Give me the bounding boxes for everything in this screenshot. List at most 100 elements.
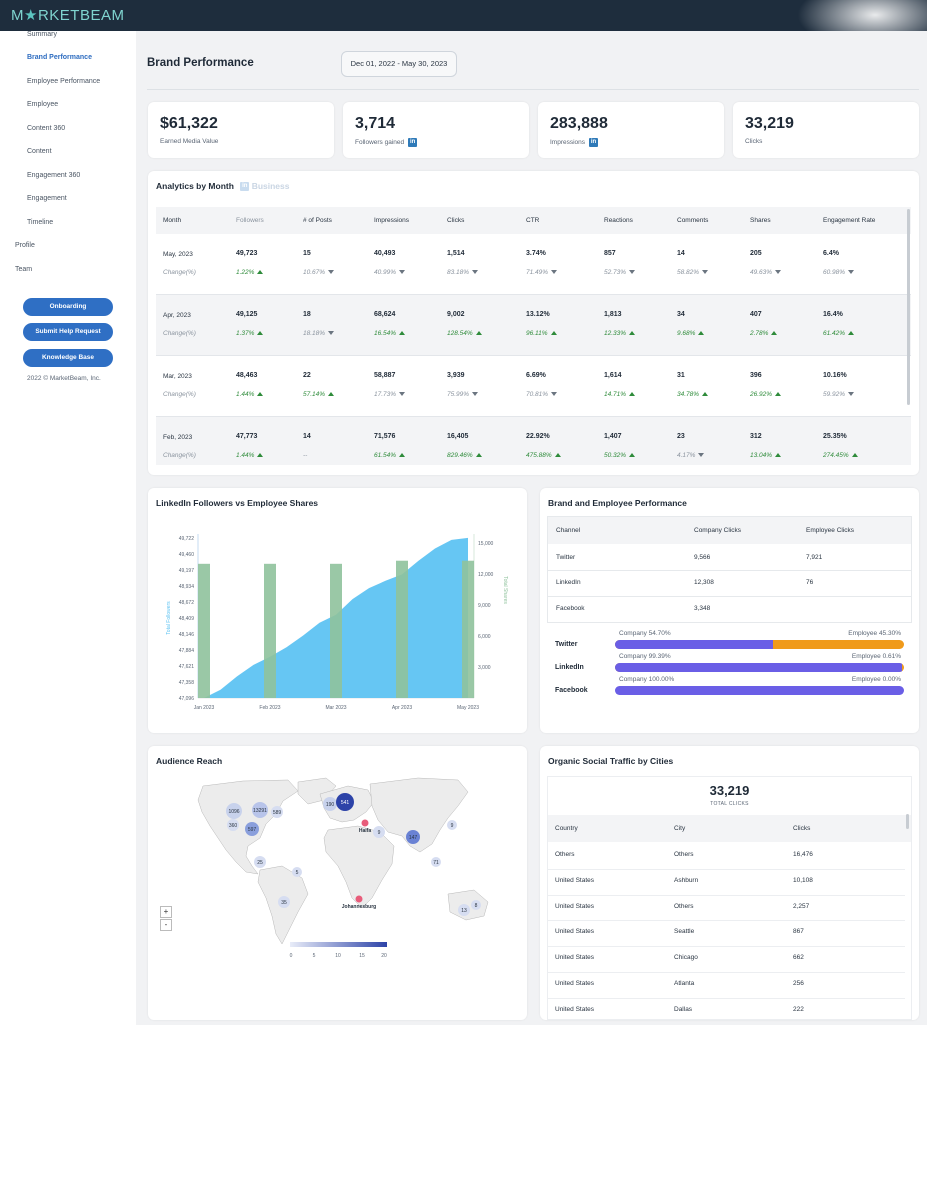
column-header[interactable]: Comments <box>677 217 709 224</box>
change-cell: 16.54% <box>374 330 406 337</box>
table-cell: 857 <box>604 250 616 257</box>
change-value: 17.73% <box>374 391 397 398</box>
table-cell: 49,125 <box>236 311 258 318</box>
column-header[interactable]: Shares <box>750 217 771 224</box>
table-cell: 3.74% <box>526 250 546 257</box>
table-cell: 16.4% <box>823 311 843 318</box>
table-cell: 6.69% <box>526 372 546 379</box>
row-divider <box>548 920 905 922</box>
city-marker-haifa <box>361 819 369 827</box>
map-cluster-label: 13 <box>461 908 467 914</box>
x-tick-label: Mar 2023 <box>325 705 346 711</box>
column-header[interactable]: # of Posts <box>303 217 332 224</box>
change-label: Change(%) <box>163 391 196 398</box>
change-cell: 96.11% <box>526 330 557 337</box>
row-divider <box>156 355 911 356</box>
kpi-card-earned-media: $61,322 Earned Media Value <box>148 102 334 158</box>
column-header: Employee Clicks <box>806 527 855 534</box>
change-value: 52.73% <box>604 269 627 276</box>
brand-perf-title: Brand and Employee Performance <box>548 498 687 508</box>
table-cell: 71,576 <box>374 433 396 440</box>
company-share-label: Company 54.70% <box>619 630 671 637</box>
change-value: 70.81% <box>526 391 549 398</box>
sidebar-item-engagement[interactable]: Engagement <box>27 195 67 202</box>
sidebar-item-profile[interactable]: Profile <box>15 242 35 249</box>
zoom-out-button[interactable]: - <box>160 919 172 931</box>
arrow-down-icon <box>328 331 335 336</box>
column-header[interactable]: CTR <box>526 217 540 224</box>
column-header[interactable]: Reactions <box>604 217 633 224</box>
audience-title: Audience Reach <box>156 756 223 766</box>
traffic-by-cities-card: Organic Social Traffic by Cities 33,219 … <box>540 746 919 1020</box>
change-value: 61.54% <box>374 452 397 459</box>
change-cell: 1.44% <box>236 452 264 459</box>
sidebar-item-employee-performance[interactable]: Employee Performance <box>27 78 101 85</box>
shares-bar <box>462 560 474 698</box>
sidebar-item-content-360[interactable]: Content 360 <box>27 125 66 132</box>
table-cell: 14 <box>303 433 311 440</box>
table-cell: 31 <box>677 372 685 379</box>
month-label: Mar, 2023 <box>163 373 192 380</box>
change-label: Change(%) <box>163 269 196 276</box>
marketbeam-logo[interactable]: M★RKETBEAM <box>11 6 124 24</box>
submit-help-request-button[interactable]: Submit Help Request <box>23 323 113 341</box>
map-cluster-marker <box>271 806 283 818</box>
row-divider <box>548 596 911 597</box>
change-value: 12.33% <box>604 330 627 337</box>
map-cluster-marker <box>431 857 441 867</box>
column-header[interactable]: Month <box>163 217 182 224</box>
table-cell: 3,348 <box>694 605 711 612</box>
column-header[interactable]: Clicks <box>447 217 465 224</box>
sidebar-item-summary[interactable]: Summary <box>27 31 57 38</box>
y-axis-title: Total Followers <box>166 601 172 635</box>
arrow-down-icon <box>848 392 855 397</box>
table-cell: United States <box>555 980 595 987</box>
change-cell: 52.73% <box>604 269 636 276</box>
kpi-value: 283,888 <box>550 115 608 132</box>
onboarding-button[interactable]: Onboarding <box>23 298 113 316</box>
sidebar-item-brand-performance[interactable]: Brand Performance <box>27 54 92 61</box>
change-cell: 1.44% <box>236 391 264 398</box>
world-map[interactable]: 1096 13291 589 360 597 190 541 9 9 147 7… <box>148 746 527 1020</box>
y-tick-label: 47,621 <box>179 664 195 670</box>
table-scrollbar[interactable] <box>907 209 910 405</box>
zoom-in-button[interactable]: + <box>160 906 172 918</box>
date-range-picker[interactable]: Dec 01, 2022 - May 30, 2023 <box>341 51 457 77</box>
column-header[interactable]: Impressions <box>374 217 410 224</box>
table-cell: Dallas <box>674 1005 693 1013</box>
column-header: Clicks <box>793 825 811 832</box>
map-cluster-label: 589 <box>273 810 282 816</box>
sidebar-item-team[interactable]: Team <box>15 266 33 273</box>
y-tick-label: 49,197 <box>179 568 195 574</box>
sidebar-item-engagement-360[interactable]: Engagement 360 <box>27 172 81 179</box>
table-cell: 22.92% <box>526 433 550 440</box>
legend-tick: 0 <box>290 953 293 959</box>
change-value: 128.54% <box>447 330 473 337</box>
sidebar-item-content[interactable]: Content <box>27 148 52 155</box>
column-header[interactable]: Followers <box>236 217 264 224</box>
y-tick-label: 48,672 <box>179 600 195 606</box>
change-cell: 9.68% <box>677 330 705 337</box>
table-cell: 15 <box>303 250 311 257</box>
column-header[interactable]: Engagement Rate <box>823 217 876 224</box>
change-value: 57.14% <box>303 391 326 398</box>
sidebar-item-employee[interactable]: Employee <box>27 101 59 108</box>
change-value: 75.99% <box>447 391 470 398</box>
change-value: 83.18% <box>447 269 470 276</box>
change-cell: 59.92% <box>823 391 855 398</box>
table-cell: 1,813 <box>604 311 622 318</box>
y2-axis-title: Total Shares <box>502 576 508 604</box>
sidebar-item-timeline[interactable]: Timeline <box>27 219 54 226</box>
row-divider <box>548 894 905 896</box>
knowledge-base-button[interactable]: Knowledge Base <box>23 349 113 367</box>
change-cell: 26.92% <box>750 391 782 398</box>
change-value: 274.45% <box>823 452 849 459</box>
logo-text-right: RKETBEAM <box>37 7 125 24</box>
y2-tick-label: 3,000 <box>478 665 491 671</box>
map-cluster-label: 1096 <box>228 809 239 815</box>
cities-scrollbar[interactable] <box>906 814 909 829</box>
table-cell: 76 <box>806 579 814 586</box>
table-cell: 16,476 <box>793 851 813 858</box>
arrow-up-icon <box>629 453 636 458</box>
table-cell: United States <box>555 928 595 936</box>
